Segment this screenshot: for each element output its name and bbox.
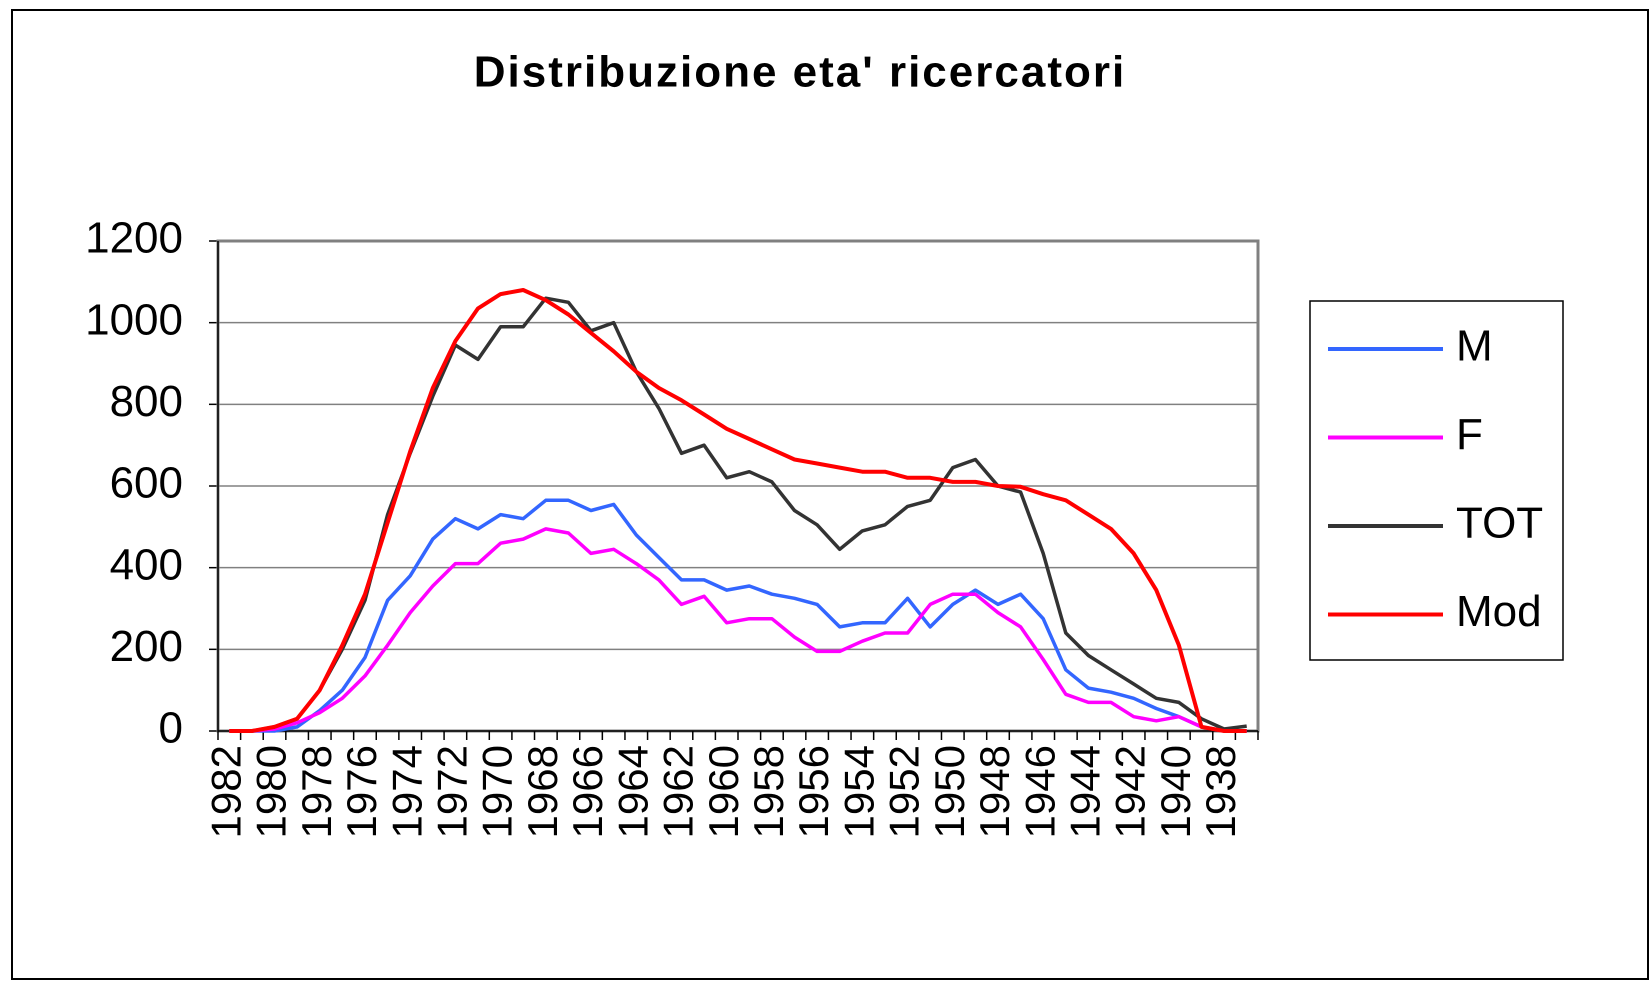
x-tick-label: 1966 [564, 745, 611, 838]
x-tick-label: 1944 [1062, 745, 1109, 838]
x-tick-label: 1976 [338, 745, 385, 838]
x-tick-label: 1962 [655, 745, 702, 838]
x-tick-label: 1948 [971, 745, 1018, 838]
y-tick-label: 1200 [85, 214, 183, 263]
x-tick-label: 1968 [519, 745, 566, 838]
series-line [229, 288, 1247, 733]
x-tick-label: 1950 [926, 745, 973, 838]
x-tick-label: 1978 [293, 745, 340, 838]
legend-label: M [1456, 322, 1493, 371]
x-tick-label: 1964 [609, 745, 656, 838]
legend-label: TOT [1456, 499, 1543, 548]
y-tick-label: 1000 [85, 295, 183, 344]
x-tick-label: 1940 [1152, 745, 1199, 838]
x-tick-label: 1938 [1197, 745, 1244, 838]
x-tick-label: 1954 [835, 745, 882, 838]
x-tick-label: 1970 [474, 745, 521, 838]
legend-label: F [1456, 410, 1483, 459]
x-tick-label: 1946 [1016, 745, 1063, 838]
x-tick-label: 1952 [881, 745, 928, 838]
series-line [229, 498, 1247, 733]
legend-box [1309, 300, 1564, 661]
x-tick-label: 1972 [428, 745, 475, 838]
x-tick-label: 1980 [248, 745, 295, 838]
x-tick-label: 1974 [383, 745, 430, 838]
chart-title: Distribuzione eta' ricercatori [474, 48, 1126, 97]
x-tick-label: 1960 [700, 745, 747, 838]
y-tick-label: 400 [110, 540, 183, 589]
y-tick-label: 0 [159, 704, 183, 753]
x-tick-label: 1956 [790, 745, 837, 838]
legend-label: Mod [1456, 587, 1542, 636]
y-tick-label: 600 [110, 459, 183, 508]
y-tick-label: 800 [110, 377, 183, 426]
x-tick-label: 1958 [745, 745, 792, 838]
x-tick-label: 1942 [1107, 745, 1154, 838]
series-line [229, 527, 1247, 733]
y-tick-label: 200 [110, 622, 183, 671]
x-tick-label: 1982 [202, 745, 249, 838]
